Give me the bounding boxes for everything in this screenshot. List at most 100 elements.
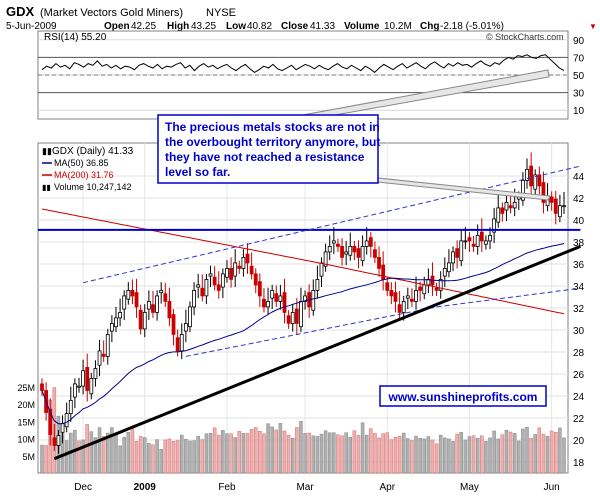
volume-bar: [455, 433, 459, 474]
close-value: 41.33: [310, 21, 335, 32]
stockcharts-watermark: © StockCharts.com: [486, 32, 564, 42]
price-tick-label: 24: [573, 392, 585, 403]
price-tick-label: 26: [573, 370, 585, 381]
volume-bar: [249, 429, 254, 474]
candle-body: [200, 287, 205, 297]
volume-bar: [134, 441, 139, 474]
candle-body: [212, 276, 217, 286]
candle-body: [64, 413, 69, 428]
volume-bar: [348, 436, 353, 474]
annotation-line-3: they have not reached a resistance: [165, 150, 365, 164]
volume-bar: [225, 433, 229, 474]
volume-tick-label: 5M: [22, 452, 35, 462]
volume-bar: [303, 433, 307, 474]
candle-body: [126, 289, 131, 300]
volume-bar: [344, 432, 348, 474]
volume-bar: [196, 435, 200, 474]
candle-body: [257, 281, 262, 297]
candle-body: [492, 218, 497, 233]
channel-lower-line: [185, 306, 437, 357]
volume-bar: [122, 436, 126, 474]
volume-bar: [138, 436, 143, 474]
price-tick-label: 38: [573, 238, 585, 249]
candle-body: [414, 289, 418, 302]
candle-body: [525, 168, 529, 181]
open-label: Open: [104, 21, 130, 32]
high-label: High: [167, 21, 189, 32]
volume-bar: [475, 437, 480, 474]
candle-body: [377, 256, 381, 269]
candle-body: [229, 267, 233, 280]
candle-body: [500, 207, 505, 214]
annotation-line-4: level so far.: [165, 165, 230, 179]
date-label: 5-Jun-2009: [6, 21, 57, 32]
rsi-tick-label: 50: [573, 71, 585, 82]
volume-bar: [286, 434, 291, 474]
candle-body: [463, 240, 468, 243]
price-tick-label: 32: [573, 304, 585, 315]
volume-bar: [533, 434, 537, 474]
volume-bar: [237, 431, 242, 474]
candle-body: [225, 267, 229, 278]
candle-body: [418, 286, 423, 291]
date-axis: Dec 2009 Feb Mar Apr May Jun: [74, 482, 560, 493]
volume-bar: [93, 437, 98, 474]
volume-bar: [216, 434, 221, 474]
ohlc-summary: Open 42.25 High 43.25 Low 40.82 Close 41…: [104, 21, 597, 32]
candle-body: [541, 182, 546, 203]
candle-body: [401, 300, 406, 313]
candle-body: [340, 245, 344, 258]
volume-bar: [430, 439, 435, 474]
volume-bar: [143, 437, 147, 474]
price-tick-label: 30: [573, 326, 585, 337]
volume-bar: [147, 443, 151, 474]
annotation-line-2: the overbought territory anymore, but: [165, 135, 380, 149]
date-tick-label: Feb: [218, 482, 236, 493]
candle-body: [274, 293, 279, 302]
volume-bar: [360, 422, 365, 474]
volume-bar: [508, 431, 513, 474]
candle-body: [488, 234, 492, 242]
volume-bar: [315, 436, 320, 474]
rsi-tick-label: 70: [573, 53, 585, 64]
volume-bar: [332, 432, 336, 474]
volume-bar: [537, 427, 542, 474]
volume-bar: [188, 440, 192, 474]
volume-bar: [208, 433, 213, 474]
candle-body: [196, 284, 201, 288]
candle-body: [352, 245, 357, 253]
volume-tick-label: 15M: [17, 417, 35, 427]
candle-body: [373, 249, 377, 258]
volume-bar: [44, 445, 48, 474]
fund-name: (Market Vectors Gold Miners): [40, 7, 183, 19]
volume-bar: [327, 432, 332, 474]
candle-body: [159, 289, 164, 293]
volume-bar: [393, 436, 398, 474]
candle-body: [163, 293, 168, 302]
price-tick-label: 42: [573, 194, 585, 205]
candle-body: [438, 278, 443, 291]
volume-bar: [406, 438, 410, 474]
volume-bar: [381, 433, 385, 474]
volume-bar: [369, 428, 373, 474]
candle-body: [216, 284, 221, 291]
price-tick-label: 40: [573, 216, 585, 227]
candle-body: [208, 273, 213, 277]
candle-body: [93, 368, 98, 379]
price-legend: ▮▮ GDX (Daily) 41.33 MA(50) 36.85 MA(200…: [42, 146, 134, 192]
candle-body: [101, 353, 106, 357]
rsi-tick-label: 90: [573, 36, 585, 47]
ma50-line: [41, 243, 565, 425]
candle-body: [344, 251, 349, 255]
volume-bar: [414, 435, 418, 474]
candle-body: [319, 262, 324, 277]
candle-body: [183, 322, 188, 332]
rsi-tick-label: 30: [573, 89, 585, 100]
volume-bar: [270, 426, 274, 474]
candle-body: [315, 278, 320, 291]
volume-bar: [356, 435, 361, 474]
volume-bar: [241, 433, 246, 474]
volume-bar: [130, 427, 135, 474]
candle-body: [155, 295, 159, 313]
price-tick-label: 22: [573, 414, 585, 425]
